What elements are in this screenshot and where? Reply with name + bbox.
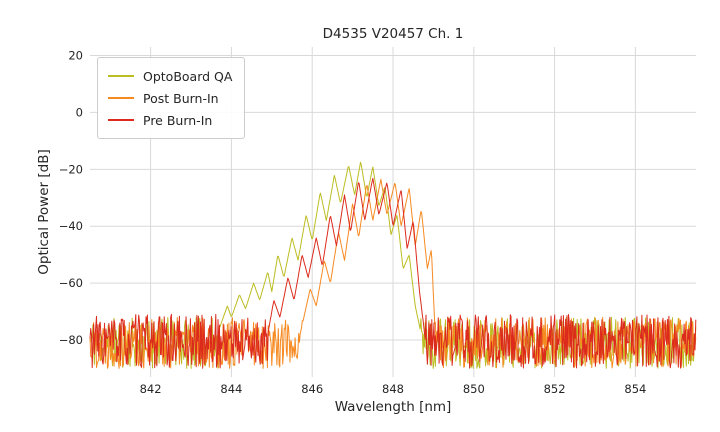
x-tick-label: 850 [463, 382, 485, 396]
legend-label: OptoBoard QA [143, 68, 233, 84]
x-tick-label: 846 [301, 382, 323, 396]
x-tick-label: 852 [544, 382, 566, 396]
y-tick-label: −40 [59, 219, 83, 233]
series-line-optoboard-qa [89, 161, 697, 369]
legend-line-pre-burn-in [108, 119, 134, 121]
legend-line-optoboard-qa [108, 75, 134, 77]
y-tick-label: 20 [68, 49, 83, 63]
x-tick-label: 848 [382, 382, 404, 396]
x-tick-label: 844 [220, 382, 242, 396]
legend-item-post-burn-in: Post Burn-In [108, 87, 232, 109]
x-tick-label: 854 [624, 382, 646, 396]
legend-line-post-burn-in [108, 97, 134, 99]
legend-label: Pre Burn-In [143, 112, 213, 128]
legend: OptoBoard QA Post Burn-In Pre Burn-In [97, 57, 246, 139]
x-axis-label: Wavelength [nm] [334, 399, 452, 415]
legend-item-pre-burn-in: Pre Burn-In [108, 109, 232, 131]
y-tick-label: −20 [59, 162, 83, 176]
x-tick-label: 842 [140, 382, 162, 396]
legend-label: Post Burn-In [143, 90, 219, 106]
y-tick-label: −60 [59, 276, 83, 290]
y-axis-label: Optical Power [dB] [36, 149, 52, 275]
legend-item-optoboard-qa: OptoBoard QA [108, 65, 232, 87]
y-tick-label: 0 [76, 105, 83, 119]
chart-title: D4535 V20457 Ch. 1 [322, 26, 464, 42]
series-line-pre-burn-in [89, 177, 697, 369]
y-tick-label: −80 [59, 333, 83, 347]
